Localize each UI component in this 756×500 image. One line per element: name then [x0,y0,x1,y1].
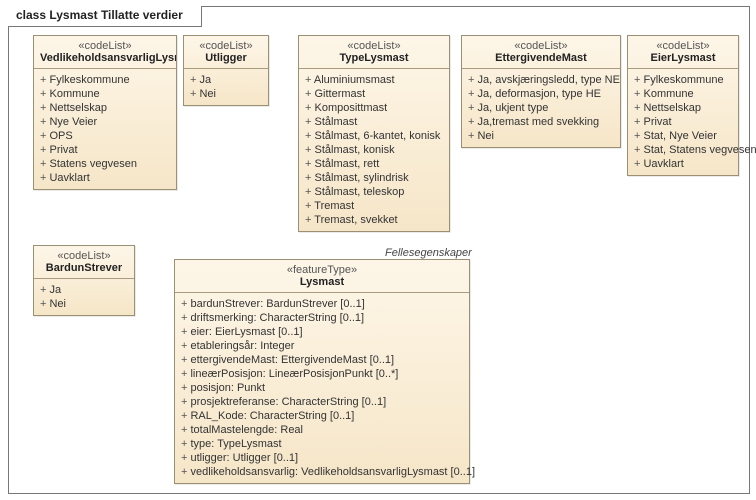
attr-item: lineærPosisjon: LineærPosisjonPunkt [0..… [181,367,463,381]
stereotype: «codeList» [34,36,176,52]
attr-item: posisjon: Punkt [181,381,463,395]
list-item: Ja, avskjæringsledd, type NE [468,73,614,87]
attribute-list: bardunStrever: BardunStrever [0..1] drif… [175,293,469,483]
list-item: Stålmast [305,115,443,129]
attr-item: type: TypeLysmast [181,437,463,451]
list-item: Nye Veier [40,115,170,129]
list-item: Fylkeskommune [40,73,170,87]
class-name: EierLysmast [628,52,738,68]
list-item: Fylkeskommune [634,73,732,87]
class-utligger: «codeList» Utligger Ja Nei [183,35,269,106]
list-item: Tremast, svekket [305,213,443,227]
list-item: Nei [40,297,128,311]
class-name: TypeLysmast [299,52,449,68]
attribute-list: Ja Nei [184,69,268,105]
attr-item: etableringsår: Integer [181,339,463,353]
list-item: Stålmast, teleskop [305,185,443,199]
list-item: OPS [40,129,170,143]
attribute-list: Ja Nei [34,279,134,315]
attr-item: RAL_Kode: CharacterString [0..1] [181,409,463,423]
stereotype: «featureType» [175,260,469,276]
list-item: Nei [468,129,614,143]
class-name: BardunStrever [34,262,134,278]
class-typelysmast: «codeList» TypeLysmast Aluminiumsmast Gi… [298,35,450,232]
class-bardunstrever: «codeList» BardunStrever Ja Nei [33,245,135,316]
list-item: Stat, Nye Veier [634,129,732,143]
class-eierlysmast: «codeList» EierLysmast Fylkeskommune Kom… [627,35,739,176]
stereotype: «codeList» [462,36,620,52]
list-item: Uavklart [40,171,170,185]
list-item: Stålmast, 6-kantet, konisk [305,129,443,143]
list-item: Uavklart [634,157,732,171]
list-item: Kommune [40,87,170,101]
attr-item: utligger: Utligger [0..1] [181,451,463,465]
class-vedlikeholdsansvarlig: «codeList» VedlikeholdsansvarligLysmas F… [33,35,177,190]
list-item: Stålmast, rett [305,157,443,171]
list-item: Ja,tremast med svekking [468,115,614,129]
attr-item: driftsmerking: CharacterString [0..1] [181,311,463,325]
list-item: Stålmast, konisk [305,143,443,157]
list-item: Nettselskap [40,101,170,115]
list-item: Ja [40,283,128,297]
attribute-list: Fylkeskommune Kommune Nettselskap Privat… [628,69,738,175]
frame-title: class Lysmast Tillatte verdier [8,6,202,27]
list-item: Ja, deformasjon, type HE [468,87,614,101]
list-item: Ja [190,73,262,87]
diagram-frame: class Lysmast Tillatte verdier «codeList… [8,6,750,494]
class-name: VedlikeholdsansvarligLysmas [34,52,176,68]
list-item: Komposittmast [305,101,443,115]
list-item: Nettselskap [634,101,732,115]
class-lysmast: «featureType» Lysmast bardunStrever: Bar… [174,259,470,484]
list-item: Aluminiumsmast [305,73,443,87]
list-item: Privat [40,143,170,157]
list-item: Statens vegvesen [40,157,170,171]
list-item: Nei [190,87,262,101]
list-item: Gittermast [305,87,443,101]
list-item: Tremast [305,199,443,213]
list-item: Privat [634,115,732,129]
stereotype: «codeList» [299,36,449,52]
attribute-list: Ja, avskjæringsledd, type NE Ja, deforma… [462,69,620,147]
class-name: Lysmast [175,276,469,292]
attribute-list: Aluminiumsmast Gittermast Komposittmast … [299,69,449,231]
stereotype: «codeList» [628,36,738,52]
list-item: Kommune [634,87,732,101]
class-name: Utligger [184,52,268,68]
list-item: Stålmast, sylindrisk [305,171,443,185]
attr-item: prosjektreferanse: CharacterString [0..1… [181,395,463,409]
fellesegenskaper-label: Fellesegenskaper [385,247,472,259]
stereotype: «codeList» [184,36,268,52]
list-item: Ja, ukjent type [468,101,614,115]
attr-item: vedlikeholdsansvarlig: Vedlikeholdsansva… [181,465,463,479]
attr-item: bardunStrever: BardunStrever [0..1] [181,297,463,311]
attr-item: ettergivendeMast: EttergivendeMast [0..1… [181,353,463,367]
attr-item: eier: EierLysmast [0..1] [181,325,463,339]
list-item: Stat, Statens vegvesen [634,143,732,157]
class-ettergivendemast: «codeList» EttergivendeMast Ja, avskjæri… [461,35,621,148]
attr-item: totalMastelengde: Real [181,423,463,437]
class-name: EttergivendeMast [462,52,620,68]
stereotype: «codeList» [34,246,134,262]
attribute-list: Fylkeskommune Kommune Nettselskap Nye Ve… [34,69,176,189]
